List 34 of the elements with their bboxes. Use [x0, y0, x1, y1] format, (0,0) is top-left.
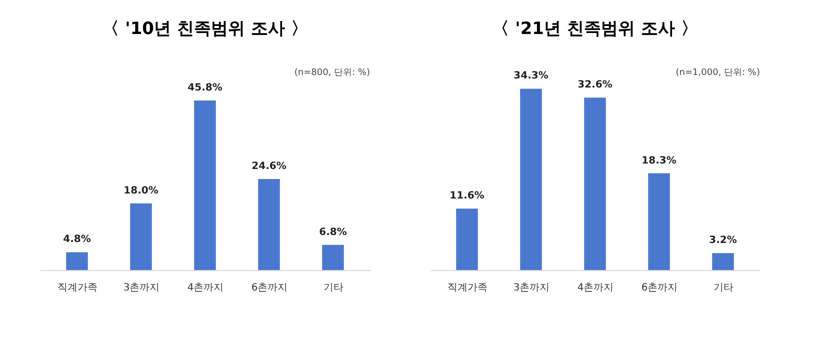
x-tick-label: 기타 — [324, 282, 344, 294]
bar — [194, 100, 216, 270]
bar — [258, 178, 280, 270]
bar — [520, 88, 542, 270]
x-tick-label: 3촌까지 — [513, 282, 550, 294]
bar — [648, 173, 670, 270]
x-tick-label: 기타 — [714, 282, 734, 294]
data-label: 34.3% — [514, 70, 548, 82]
data-label: 45.8% — [188, 82, 222, 94]
data-label: 3.2% — [709, 235, 737, 246]
data-label: 4.8% — [63, 234, 91, 246]
bar — [712, 253, 734, 270]
data-label: 24.6% — [252, 160, 286, 172]
data-label: 18.0% — [124, 185, 158, 196]
text: (n=1,000, 단위: %) — [676, 68, 760, 78]
x-tick-label: 4촌까지 — [577, 282, 614, 294]
data-label: 11.6% — [450, 190, 484, 202]
x-tick-label: 3촌까지 — [123, 282, 160, 294]
x-tick-label: 6촌까지 — [641, 282, 678, 294]
chart-title: 〈 '21년 친족범위 조사 〉 — [492, 19, 698, 39]
bar — [66, 252, 88, 270]
data-label: 6.8% — [319, 226, 347, 238]
bar — [456, 208, 478, 270]
text: (n=800, 단위: %) — [294, 68, 370, 78]
data-label: 32.6% — [578, 80, 612, 91]
bar — [322, 244, 344, 270]
bar — [130, 203, 152, 270]
x-tick-label: 6촌까지 — [251, 282, 288, 294]
x-tick-label: 직계가족 — [58, 282, 98, 294]
data-label: 18.3% — [642, 155, 676, 166]
chart-title: 〈 '10년 친족범위 조사 〉 — [102, 19, 308, 39]
x-tick-label: 직계가족 — [448, 282, 488, 294]
bar — [584, 98, 606, 270]
x-tick-label: 4촌까지 — [187, 282, 224, 294]
